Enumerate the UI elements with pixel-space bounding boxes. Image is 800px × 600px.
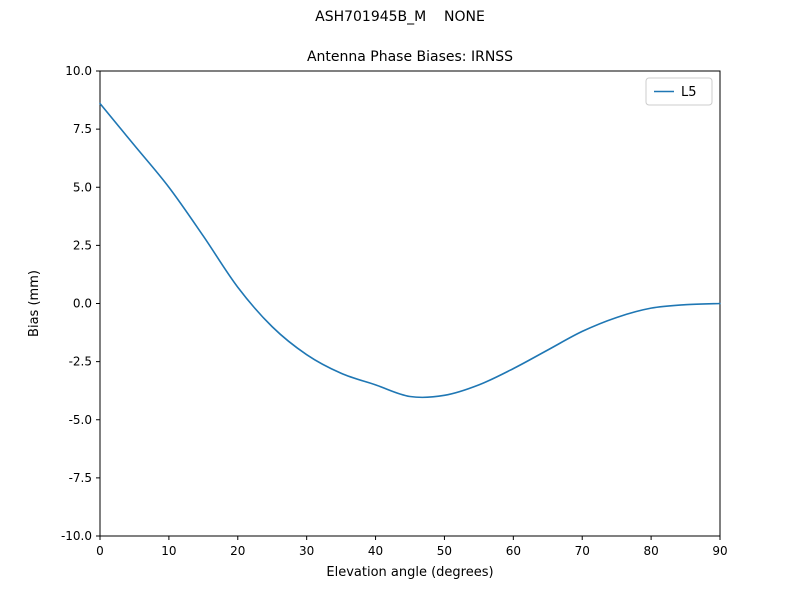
series-line-L5 xyxy=(99,102,721,399)
y-tick-label: -10.0 xyxy=(61,529,92,543)
legend-label: L5 xyxy=(681,85,697,100)
x-tick-label: 0 xyxy=(96,544,104,558)
x-tick-label: 60 xyxy=(506,544,521,558)
y-tick-label: 10.0 xyxy=(65,64,92,78)
y-tick-label: 0.0 xyxy=(73,297,92,311)
figure-suptitle: ASH701945B_M NONE xyxy=(315,9,485,25)
y-tick-label: 2.5 xyxy=(73,238,92,252)
axes-frame xyxy=(99,70,721,537)
y-tick-label: 7.5 xyxy=(73,122,92,136)
x-tick-label: 30 xyxy=(299,544,314,558)
x-tick-label: 90 xyxy=(712,544,727,558)
x-tick-label: 80 xyxy=(643,544,658,558)
x-tick-label: 10 xyxy=(161,544,176,558)
x-tick-label: 50 xyxy=(437,544,452,558)
x-tick-label: 70 xyxy=(575,544,590,558)
x-axis-label: Elevation angle (degrees) xyxy=(326,565,493,580)
chart-title: Antenna Phase Biases: IRNSS xyxy=(306,49,514,65)
y-tick-label: 5.0 xyxy=(73,180,92,194)
y-tick-label: -7.5 xyxy=(69,471,92,485)
y-axis-label: Bias (mm) xyxy=(27,270,42,337)
y-tick-label: -2.5 xyxy=(69,355,92,369)
y-tick-label: -5.0 xyxy=(69,413,92,427)
x-tick-label: 20 xyxy=(230,544,245,558)
legend-box xyxy=(645,77,713,106)
x-tick-label: 40 xyxy=(368,544,383,558)
